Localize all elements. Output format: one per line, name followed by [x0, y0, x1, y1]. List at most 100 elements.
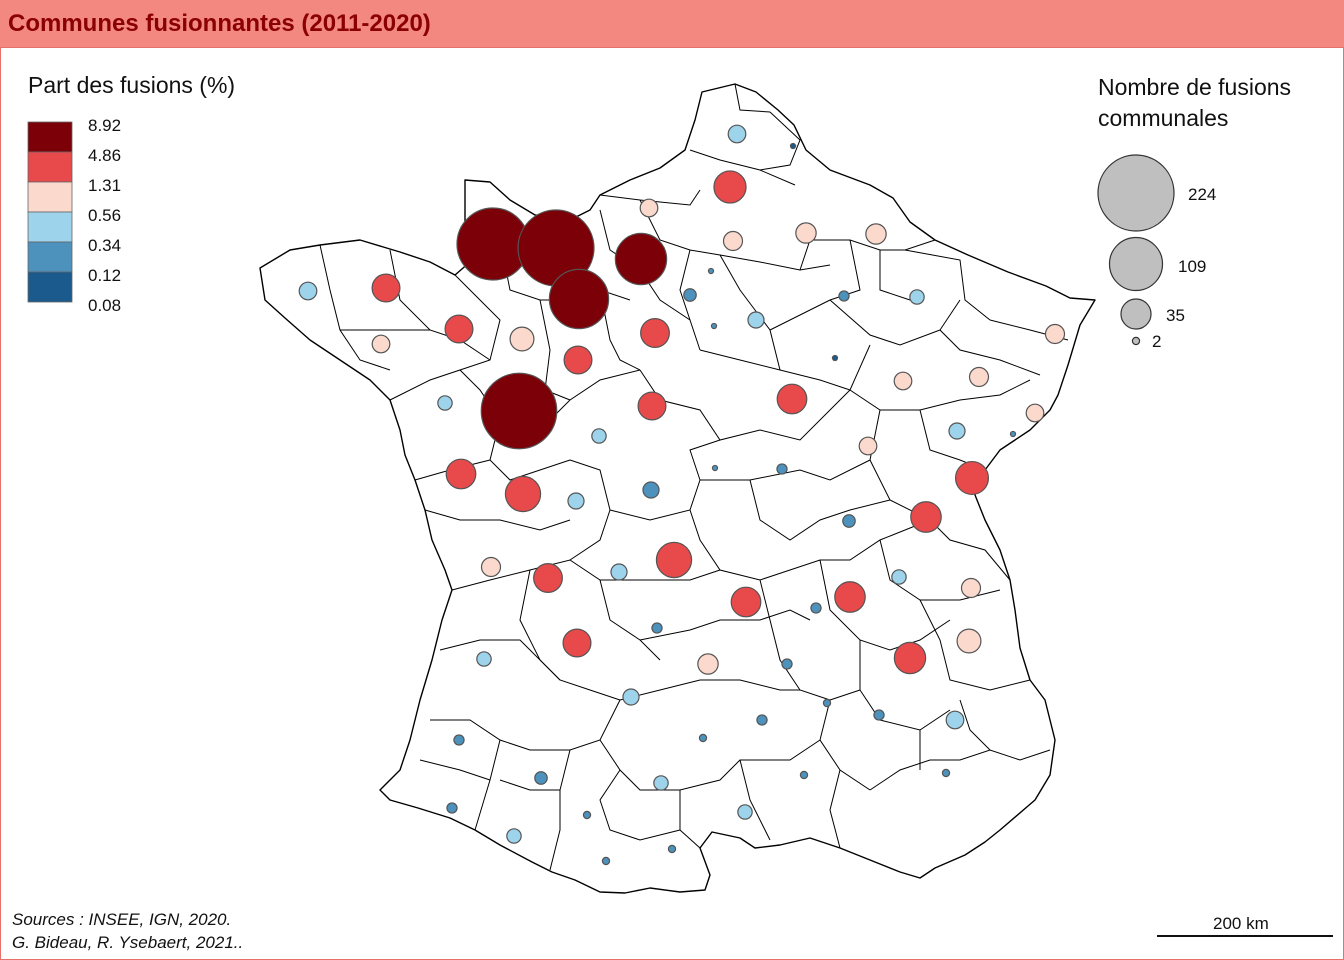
- symbol-legend-circle: [1120, 298, 1152, 330]
- departement-symbol: [968, 366, 990, 388]
- departement-boundary: [819, 699, 871, 791]
- departement-symbol: [601, 856, 611, 866]
- departement-symbol: [945, 710, 965, 730]
- scale-bar: [1157, 935, 1333, 937]
- departement-symbol: [795, 222, 817, 244]
- departement-symbol: [776, 463, 788, 475]
- symbol-legend-value: 35: [1166, 306, 1185, 325]
- departement-symbol: [781, 658, 793, 670]
- departement-symbol: [941, 768, 951, 778]
- departement-symbol: [582, 810, 592, 820]
- departement-symbol: [810, 602, 822, 614]
- choropleth-legend-box: [27, 271, 73, 303]
- departement-boundary: [549, 749, 571, 871]
- choropleth-legend-box: [27, 151, 73, 183]
- departement-boundary: [499, 779, 560, 791]
- departement-symbol: [534, 771, 548, 785]
- departement-symbol: [563, 345, 593, 375]
- departement-symbol: [639, 198, 659, 218]
- departement-symbol: [533, 563, 563, 593]
- departement-symbol: [891, 569, 907, 585]
- departement-symbol: [858, 436, 878, 456]
- departement-boundary: [439, 639, 621, 701]
- departement-boundary: [419, 759, 491, 781]
- departement-symbol: [713, 170, 747, 204]
- departement-symbol: [954, 460, 990, 496]
- departement-symbol: [651, 622, 663, 634]
- symbol-legend-circle: [1131, 336, 1141, 346]
- departement-symbol: [476, 651, 492, 667]
- credits-line: G. Bideau, R. Ysebaert, 2021..: [12, 933, 244, 952]
- departement-symbol: [727, 124, 747, 144]
- departement-symbol: [655, 541, 693, 579]
- departement-symbol: [480, 372, 558, 450]
- departement-symbol: [548, 268, 610, 330]
- departement-boundary: [739, 759, 771, 841]
- departement-boundary: [639, 609, 811, 641]
- departement-symbol: [480, 556, 502, 578]
- departement-symbol: [707, 267, 715, 275]
- source-credits: Sources : INSEE, IGN, 2020. G. Bideau, R…: [12, 908, 243, 954]
- choropleth-legend-box: [27, 121, 73, 153]
- choropleth-legend-boxes: [27, 121, 73, 303]
- departement-symbol: [446, 802, 458, 814]
- departement-symbol: [831, 354, 839, 362]
- departement-boundary: [959, 699, 991, 751]
- departement-symbol: [799, 770, 809, 780]
- departement-symbol: [698, 733, 708, 743]
- departement-symbol: [444, 314, 474, 344]
- departement-boundary: [769, 299, 831, 331]
- departement-boundary: [489, 419, 571, 481]
- departement-boundary: [599, 289, 641, 371]
- departement-symbol: [1025, 403, 1045, 423]
- scale-bar-label: 200 km: [1213, 914, 1269, 933]
- departement-symbol: [637, 391, 667, 421]
- departement-symbol: [776, 383, 808, 415]
- departement-symbol: [722, 230, 744, 252]
- departement-boundary: [599, 769, 681, 841]
- departement-symbol: [683, 288, 697, 302]
- departement-boundary: [939, 299, 1041, 376]
- departement-symbol: [453, 734, 465, 746]
- departement-boundary: [689, 149, 796, 186]
- departement-boundary: [719, 254, 781, 371]
- departement-boundary: [919, 599, 1031, 691]
- departement-boundary: [759, 579, 831, 701]
- departement-symbol: [509, 326, 535, 352]
- departement-boundary: [424, 509, 571, 531]
- departement-boundary: [904, 249, 991, 321]
- symbol-legend-value: 2: [1152, 332, 1162, 351]
- departement-symbol: [562, 628, 592, 658]
- departement-boundary: [869, 409, 931, 521]
- departement-boundary: [799, 239, 936, 271]
- departement-symbol: [504, 475, 542, 513]
- departement-symbol: [789, 142, 797, 150]
- departement-symbol: [298, 281, 318, 301]
- departement-symbol: [667, 844, 677, 854]
- france-outline: [259, 83, 1096, 894]
- symbol-legend-circle: [1097, 154, 1175, 232]
- departement-boundary: [849, 344, 871, 391]
- symbol-legend-title-line: Nombre de fusions: [1098, 74, 1292, 100]
- choropleth-break-label: 0.34: [88, 236, 122, 255]
- departement-symbol: [437, 395, 453, 411]
- departement-symbol: [909, 289, 925, 305]
- departement-boundary: [689, 509, 931, 581]
- departement-symbol: [1009, 430, 1017, 438]
- source-line: Sources : INSEE, IGN, 2020.: [12, 910, 232, 929]
- departement-boundary: [929, 519, 1011, 581]
- departement-boundary: [869, 749, 1051, 791]
- departement-symbol: [710, 322, 718, 330]
- departement-symbol: [960, 577, 982, 599]
- departement-symbol: [956, 628, 982, 654]
- symbol-legend-circle: [1108, 236, 1164, 292]
- departement-boundary: [609, 439, 721, 521]
- departement-symbol: [747, 311, 765, 329]
- departement-symbol: [842, 514, 856, 528]
- departement-boundary: [829, 689, 861, 701]
- departement-symbol: [756, 714, 768, 726]
- departement-boundary: [700, 459, 871, 481]
- departement-symbol: [711, 464, 719, 472]
- departement-symbol: [730, 586, 762, 618]
- departement-boundary: [879, 250, 911, 301]
